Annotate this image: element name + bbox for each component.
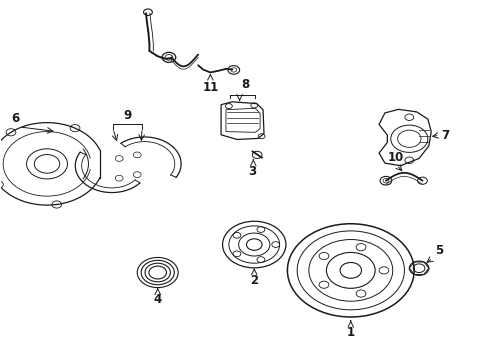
- Text: 3: 3: [248, 165, 256, 178]
- Circle shape: [339, 262, 361, 278]
- Text: 1: 1: [346, 326, 354, 339]
- Circle shape: [246, 239, 262, 250]
- Text: 7: 7: [441, 129, 448, 142]
- Text: 2: 2: [250, 274, 258, 287]
- Text: 8: 8: [241, 78, 249, 91]
- Text: 10: 10: [387, 150, 403, 163]
- Text: 11: 11: [202, 81, 218, 94]
- Text: 6: 6: [11, 112, 20, 126]
- Text: 9: 9: [123, 109, 131, 122]
- Text: 4: 4: [153, 293, 162, 306]
- Text: 5: 5: [434, 244, 442, 257]
